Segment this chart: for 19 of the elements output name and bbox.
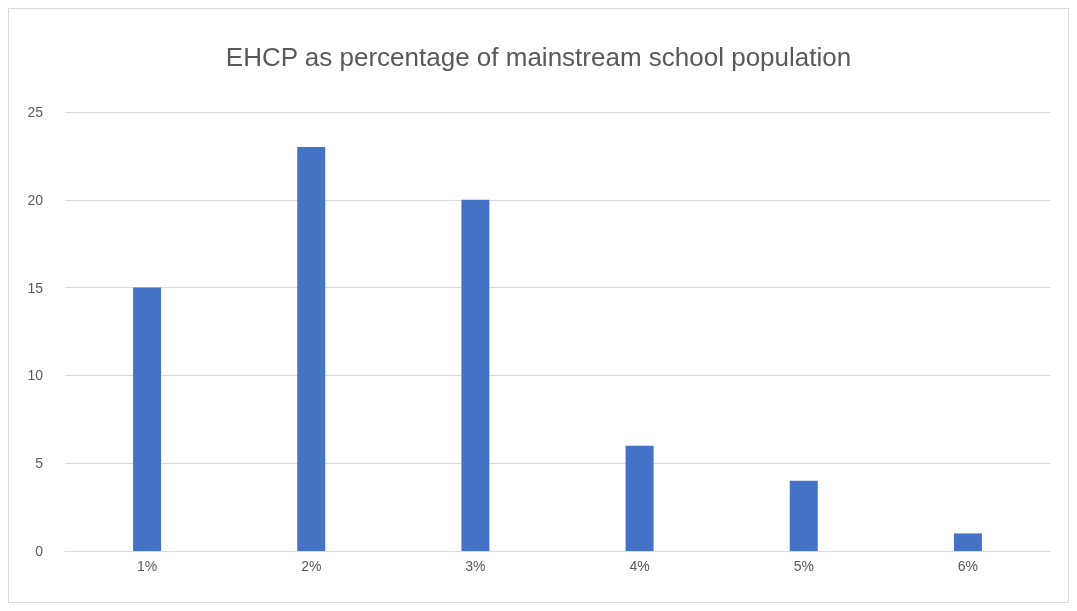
bar: [625, 445, 654, 551]
bar: [789, 480, 818, 551]
x-tick-label: 2%: [301, 558, 322, 574]
x-tick-label: 5%: [793, 558, 814, 574]
bar: [953, 533, 982, 551]
x-tick-label: 6%: [957, 558, 979, 574]
y-tick-label: 25: [27, 104, 44, 120]
y-tick-label: 10: [27, 367, 44, 384]
x-tick-label: 4%: [629, 558, 650, 574]
y-tick-label: 15: [27, 279, 44, 296]
bar: [297, 147, 326, 551]
y-tick-label: 5: [35, 455, 44, 472]
chart-title: EHCP as percentage of mainstream school population: [225, 42, 852, 72]
bar: [461, 199, 490, 551]
bar: [133, 287, 162, 551]
y-tick-label: 20: [27, 191, 44, 208]
y-tick-label: 0: [35, 543, 44, 559]
x-tick-label: 1%: [136, 558, 158, 574]
x-tick-label: 3%: [465, 558, 486, 574]
